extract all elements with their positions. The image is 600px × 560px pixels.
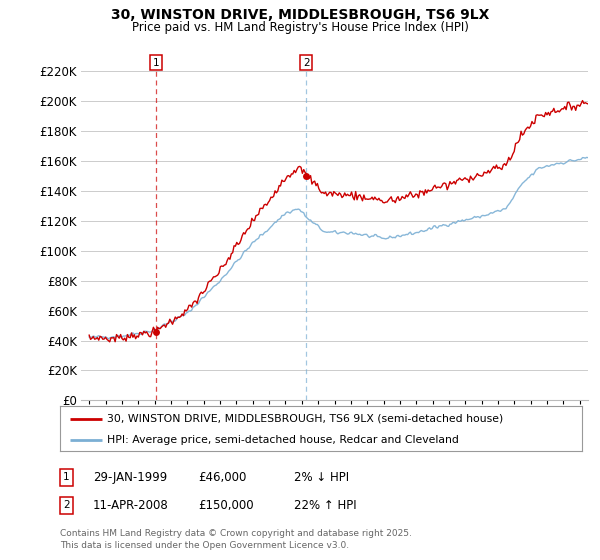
- Text: 30, WINSTON DRIVE, MIDDLESBROUGH, TS6 9LX (semi-detached house): 30, WINSTON DRIVE, MIDDLESBROUGH, TS6 9L…: [107, 413, 503, 423]
- Text: 30, WINSTON DRIVE, MIDDLESBROUGH, TS6 9LX: 30, WINSTON DRIVE, MIDDLESBROUGH, TS6 9L…: [111, 8, 489, 22]
- Text: 29-JAN-1999: 29-JAN-1999: [93, 470, 167, 484]
- Text: Contains HM Land Registry data © Crown copyright and database right 2025.: Contains HM Land Registry data © Crown c…: [60, 529, 412, 538]
- Text: 1: 1: [63, 472, 70, 482]
- Text: HPI: Average price, semi-detached house, Redcar and Cleveland: HPI: Average price, semi-detached house,…: [107, 435, 459, 445]
- Text: £46,000: £46,000: [198, 470, 247, 484]
- Text: 22% ↑ HPI: 22% ↑ HPI: [294, 498, 356, 512]
- Text: 2: 2: [63, 500, 70, 510]
- Text: £150,000: £150,000: [198, 498, 254, 512]
- Text: 1: 1: [152, 58, 159, 68]
- Text: 2% ↓ HPI: 2% ↓ HPI: [294, 470, 349, 484]
- Text: 11-APR-2008: 11-APR-2008: [93, 498, 169, 512]
- Text: 2: 2: [303, 58, 310, 68]
- Text: This data is licensed under the Open Government Licence v3.0.: This data is licensed under the Open Gov…: [60, 542, 349, 550]
- Text: Price paid vs. HM Land Registry's House Price Index (HPI): Price paid vs. HM Land Registry's House …: [131, 21, 469, 34]
